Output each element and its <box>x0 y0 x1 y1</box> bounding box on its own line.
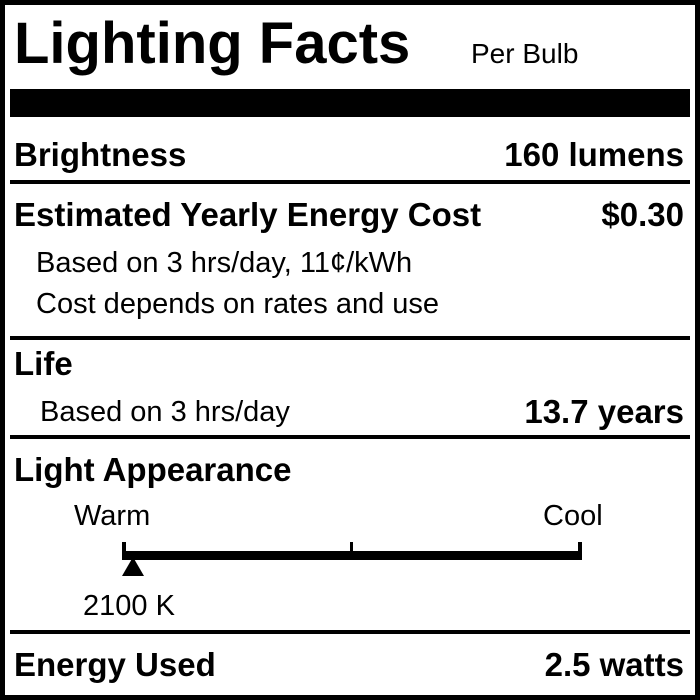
divider <box>10 180 690 184</box>
scale-tick-mid <box>350 542 353 560</box>
triangle-marker-icon <box>122 557 145 576</box>
scale-tick-start <box>122 542 126 560</box>
label-title: Lighting Facts <box>14 11 411 76</box>
energy-cost-note-1: Based on 3 hrs/day, 11¢/kWh <box>36 247 413 279</box>
divider <box>10 435 690 439</box>
light-appearance-label: Light Appearance <box>14 451 292 488</box>
brightness-value: 160 lumens <box>504 136 684 173</box>
divider <box>10 630 690 634</box>
cool-label: Cool <box>543 500 603 532</box>
life-note: Based on 3 hrs/day <box>40 396 290 428</box>
life-label: Life <box>14 345 73 382</box>
scale-tick-end <box>578 542 582 560</box>
energy-cost-label: Estimated Yearly Energy Cost <box>14 196 482 233</box>
brightness-label: Brightness <box>14 136 187 173</box>
header-bar <box>10 89 690 117</box>
energy-cost-note-2: Cost depends on rates and use <box>36 288 440 320</box>
divider <box>10 336 690 340</box>
color-temperature-value: 2100 K <box>83 590 175 622</box>
energy-used-value: 2.5 watts <box>544 646 684 683</box>
energy-used-label: Energy Used <box>14 646 216 683</box>
life-value: 13.7 years <box>524 393 684 430</box>
label-subtitle: Per Bulb <box>471 38 579 69</box>
warm-label: Warm <box>74 500 151 532</box>
energy-cost-value: $0.30 <box>601 196 684 233</box>
